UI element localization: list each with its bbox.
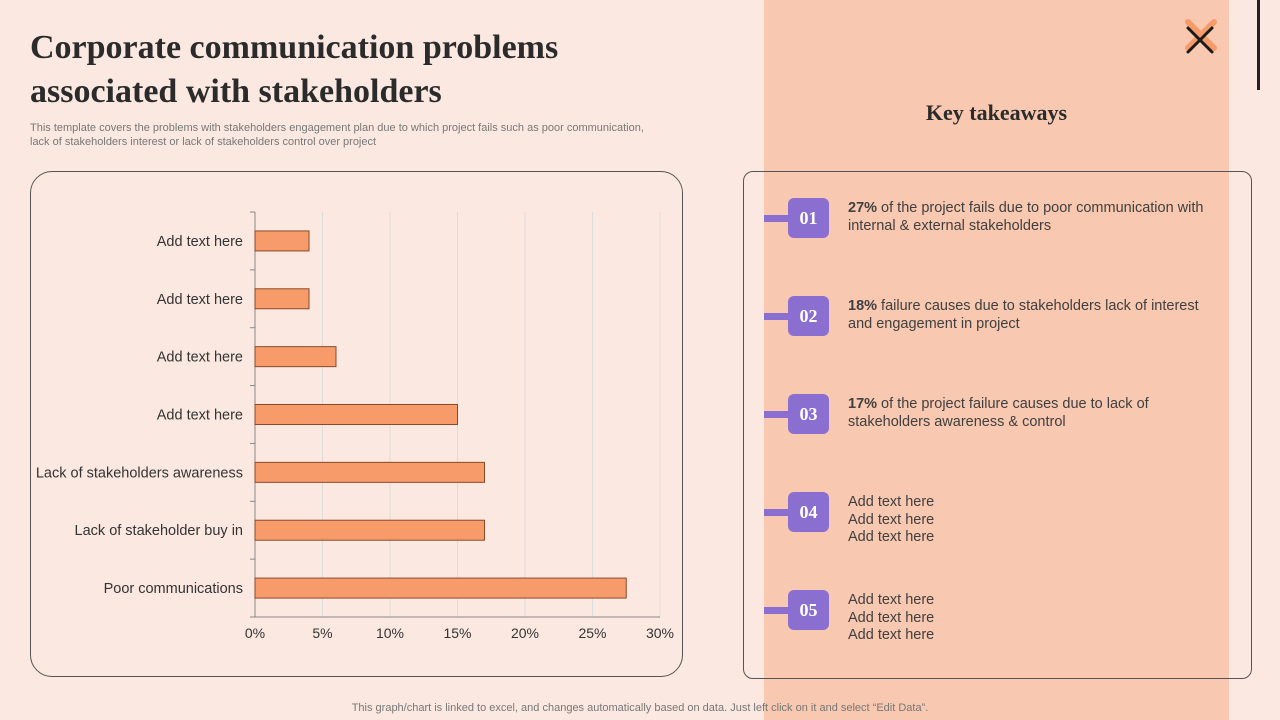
number-badge: 03 <box>788 394 829 434</box>
bar <box>254 461 485 483</box>
bar <box>254 230 310 252</box>
page-title: Corporate communication problems associa… <box>30 29 559 110</box>
takeaway-description: of the project failure causes due to lac… <box>848 396 1149 430</box>
bar <box>254 519 485 541</box>
takeaway-item: 01 27% of the project fails due to poor c… <box>764 198 1244 242</box>
takeaway-text: 18% failure causes due to stakeholders l… <box>848 298 1218 333</box>
x-tick-label: 25% <box>578 625 606 641</box>
connector-bar <box>764 607 790 614</box>
number-badge: 02 <box>788 296 829 336</box>
category-label: Lack of stakeholder buy in <box>75 523 243 539</box>
category-label: Add text here <box>157 292 243 308</box>
takeaway-line: Add text here <box>848 592 935 608</box>
x-tick-label: 15% <box>443 625 471 641</box>
bar <box>254 577 627 599</box>
takeaway-item: 02 18% failure causes due to stakeholders… <box>764 296 1244 340</box>
takeaway-text: Add text here Add text here Add text here <box>848 592 1218 645</box>
takeaway-item: 05 Add text here Add text here Add text her… <box>764 590 1244 643</box>
chart-container[interactable]: Add text here Add text here Add text here A… <box>30 171 683 677</box>
x-tick-label: 5% <box>312 625 332 641</box>
close-x-logo-icon <box>1185 19 1217 54</box>
takeaways-heading: Key takeaways <box>925 100 1068 125</box>
connector-bar <box>764 411 790 418</box>
takeaway-line: Add text here <box>848 609 935 626</box>
takeaway-percentage: 18% <box>848 298 878 314</box>
takeaways-panel-background <box>764 0 1229 720</box>
connector-bar <box>764 215 790 222</box>
takeaway-text: 27% of the project fails due to poor com… <box>848 200 1218 235</box>
takeaway-line: Add text here <box>848 627 935 643</box>
takeaway-description: of the project fails due to poor communi… <box>848 200 1204 234</box>
takeaway-percentage: 27% <box>848 200 878 216</box>
category-label: Poor communications <box>104 581 243 597</box>
category-label: Add text here <box>157 408 243 424</box>
takeaway-text: 17% of the project failure causes due to… <box>848 396 1218 431</box>
takeaway-line: Add text here <box>848 511 935 528</box>
category-label: Add text here <box>157 350 243 366</box>
takeaway-line: Add text here <box>848 529 935 545</box>
takeaways-box <box>743 171 1252 679</box>
takeaway-line: Add text here <box>848 494 935 510</box>
number-badge: 05 <box>788 590 829 630</box>
x-tick-label: 10% <box>376 625 404 641</box>
x-tick-label: 30% <box>646 625 674 641</box>
takeaway-item: 03 17% of the project failure causes due … <box>764 394 1244 438</box>
x-tick-label: 20% <box>511 625 539 641</box>
takeaway-description: failure causes due to stakeholders lack … <box>848 298 1199 332</box>
takeaway-text: Add text here Add text here Add text here <box>848 494 1218 547</box>
bar-chart[interactable]: Add text here Add text here Add text here A… <box>31 172 684 678</box>
takeaway-item: 04 Add text here Add text here Add text her… <box>764 492 1244 545</box>
bar <box>254 288 310 310</box>
footer-note: This graph/chart is linked to excel, and… <box>351 702 929 714</box>
connector-bar <box>764 509 790 516</box>
number-badge: 04 <box>788 492 829 532</box>
bar <box>254 346 337 368</box>
page-subtitle: This template covers the problems with s… <box>30 122 644 148</box>
number-badge: 01 <box>788 198 829 238</box>
takeaway-percentage: 17% <box>848 396 878 412</box>
edge-accent-bar <box>1257 0 1260 90</box>
bar <box>254 404 458 425</box>
connector-bar <box>764 313 790 320</box>
category-label: Lack of stakeholders awareness <box>36 465 243 481</box>
category-label: Add text here <box>157 234 243 250</box>
x-tick-label: 0% <box>245 625 265 641</box>
